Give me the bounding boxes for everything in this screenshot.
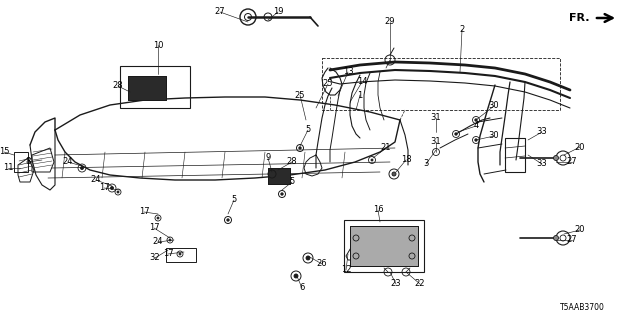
Circle shape (306, 256, 310, 260)
Text: 5: 5 (305, 125, 310, 134)
Text: 24: 24 (91, 175, 101, 185)
Bar (268, 168, 290, 184)
Text: 17: 17 (139, 207, 149, 217)
Bar (128, 76, 166, 100)
Text: 28: 28 (287, 157, 298, 166)
Bar (268, 168, 290, 184)
Text: 21: 21 (381, 143, 391, 153)
Text: 15: 15 (0, 148, 9, 156)
Text: 19: 19 (273, 7, 284, 17)
Text: 17: 17 (99, 183, 109, 193)
Circle shape (81, 166, 83, 170)
Text: 31: 31 (431, 114, 442, 123)
Circle shape (169, 239, 171, 241)
Text: 27: 27 (214, 7, 225, 17)
Text: 10: 10 (153, 41, 163, 50)
Text: 32: 32 (150, 253, 160, 262)
Circle shape (475, 119, 477, 121)
Text: 2: 2 (460, 26, 465, 35)
Text: 28: 28 (113, 82, 124, 91)
Text: 30: 30 (489, 101, 499, 110)
Text: 24: 24 (63, 157, 73, 166)
Bar (14, 152, 28, 172)
Circle shape (157, 217, 159, 219)
Text: 12: 12 (340, 266, 351, 275)
Circle shape (117, 191, 119, 193)
Text: 33: 33 (536, 159, 547, 169)
Circle shape (554, 156, 559, 161)
Text: 30: 30 (489, 132, 499, 140)
Circle shape (554, 236, 559, 241)
Bar (350, 226, 418, 266)
Text: 27: 27 (566, 157, 577, 166)
Text: 13: 13 (342, 68, 353, 76)
Text: 26: 26 (317, 260, 327, 268)
Text: T5AAB3700: T5AAB3700 (559, 303, 604, 313)
Text: 6: 6 (300, 284, 305, 292)
Text: 14: 14 (356, 77, 367, 86)
Text: 5: 5 (232, 196, 237, 204)
Bar (505, 138, 525, 172)
Circle shape (227, 219, 229, 221)
Text: 17: 17 (148, 223, 159, 233)
Circle shape (294, 274, 298, 278)
Circle shape (371, 159, 373, 161)
Bar (344, 220, 424, 272)
Circle shape (299, 147, 301, 149)
Bar (120, 66, 190, 108)
Text: 20: 20 (575, 226, 585, 235)
Text: 8: 8 (26, 157, 31, 166)
Text: 31: 31 (431, 138, 442, 147)
Text: 22: 22 (415, 279, 425, 289)
Circle shape (111, 187, 113, 189)
Text: 23: 23 (390, 279, 401, 289)
Text: 1: 1 (357, 91, 363, 100)
Text: 20: 20 (575, 142, 585, 151)
Text: 25: 25 (295, 91, 305, 100)
Circle shape (281, 193, 283, 195)
Text: 3: 3 (423, 159, 429, 169)
Text: 27: 27 (566, 236, 577, 244)
Text: 9: 9 (266, 154, 271, 163)
Circle shape (475, 139, 477, 141)
Bar (166, 248, 196, 262)
Text: 18: 18 (401, 156, 412, 164)
Text: 11: 11 (3, 164, 13, 172)
Circle shape (455, 133, 457, 135)
Bar (350, 226, 418, 266)
Bar (128, 76, 166, 100)
Text: 25: 25 (323, 79, 333, 89)
Text: 5: 5 (289, 178, 294, 187)
Text: 24: 24 (153, 237, 163, 246)
Text: 17: 17 (163, 250, 173, 259)
Text: FR.: FR. (570, 13, 590, 23)
Text: 4: 4 (474, 122, 479, 131)
Circle shape (179, 253, 181, 255)
Text: 33: 33 (536, 127, 547, 137)
Text: 16: 16 (372, 205, 383, 214)
Circle shape (392, 172, 396, 176)
Text: 29: 29 (385, 18, 396, 27)
